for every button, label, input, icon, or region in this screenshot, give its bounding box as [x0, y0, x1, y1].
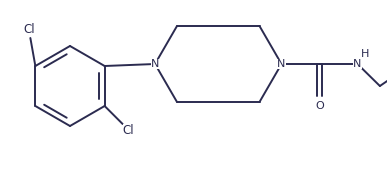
Text: Cl: Cl [123, 124, 134, 137]
Text: N: N [277, 59, 286, 69]
Text: H: H [361, 49, 370, 59]
Text: O: O [315, 101, 324, 111]
Text: N: N [151, 59, 159, 69]
Text: Cl: Cl [24, 24, 35, 36]
Text: N: N [353, 59, 362, 69]
